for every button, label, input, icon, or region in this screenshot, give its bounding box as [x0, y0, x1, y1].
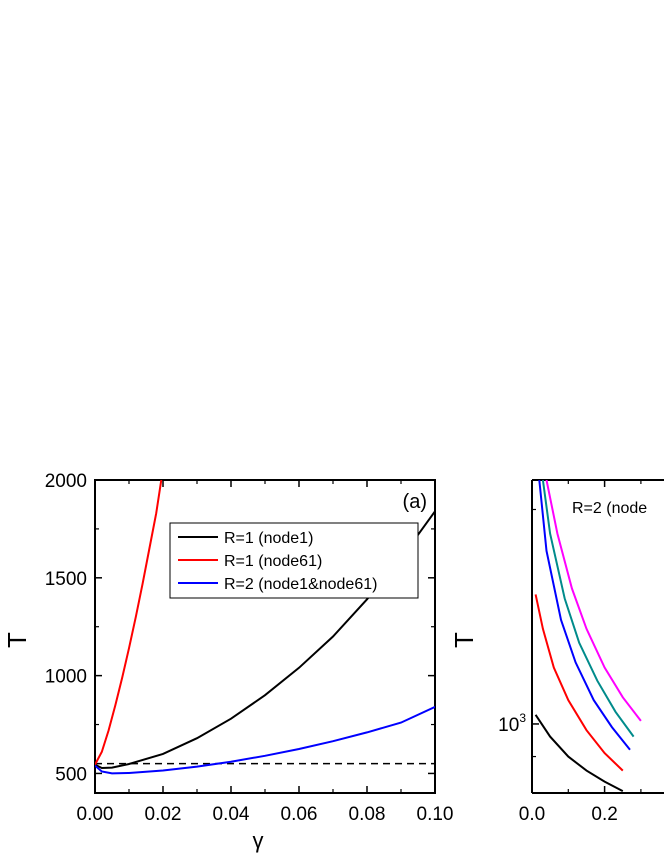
x-tick-label: 0.08 — [349, 804, 386, 825]
panel-b-x-ticks: 0.0 0.2 — [519, 480, 642, 825]
legend-entry: R=1 (node1) — [224, 530, 313, 547]
panel-b-annotation: R=2 (node — [572, 500, 647, 517]
panel-a-chart: 0.00 0.02 0.04 0.06 0.08 0.10 500 1000 1500 2000… — [2, 471, 453, 853]
panel-a-series — [95, 480, 435, 775]
panel-a-y-label: T — [2, 632, 32, 648]
panel-b-series-line-3 — [538, 480, 631, 751]
panel-b-series-line-1 — [534, 714, 624, 792]
y-tick-label: 1500 — [45, 569, 87, 590]
x-tick-label: 0.04 — [213, 804, 250, 825]
x-tick-label: 0.0 — [519, 804, 545, 825]
panel-b-series-line-5 — [545, 480, 642, 722]
y-tick-label: 103 — [498, 711, 526, 736]
panel-b-y-ticks: 103 — [498, 508, 539, 794]
panel-a-x-ticks: 0.00 0.02 0.04 0.06 0.08 0.10 — [77, 480, 454, 825]
series-line-r-1-node1 — [95, 510, 435, 770]
panel-b-chart: 0.0 0.2 103 T R=2 (node — [449, 479, 664, 825]
x-tick-label: 0.2 — [591, 804, 617, 825]
y-tick-label: 2000 — [45, 471, 87, 492]
series-line-r-2-node1-node61 — [95, 705, 435, 775]
panel-b-series — [534, 480, 642, 792]
legend-entry: R=1 (node61) — [224, 553, 322, 570]
x-tick-label: 0.02 — [145, 804, 182, 825]
y-tick-label: 500 — [55, 764, 87, 785]
panel-b-y-label: T — [449, 632, 479, 648]
panel-a-y-ticks: 500 1000 1500 2000 — [45, 471, 435, 785]
panel-a-x-label: γ — [253, 828, 264, 853]
x-tick-label: 0.00 — [77, 804, 114, 825]
panel-b-series-line-2 — [534, 594, 624, 772]
panel-b-series-line-4 — [541, 480, 635, 738]
panel-a-legend: R=1 (node1) R=1 (node61) R=2 (node1&node61… — [169, 522, 419, 599]
panel-a-label: (a) — [403, 491, 427, 513]
x-tick-label: 0.10 — [417, 804, 454, 825]
x-tick-label: 0.06 — [281, 804, 318, 825]
y-tick-label: 1000 — [45, 667, 87, 688]
series-line-r-1-node61 — [95, 480, 163, 766]
legend-entry: R=2 (node1&node61) — [224, 576, 377, 593]
